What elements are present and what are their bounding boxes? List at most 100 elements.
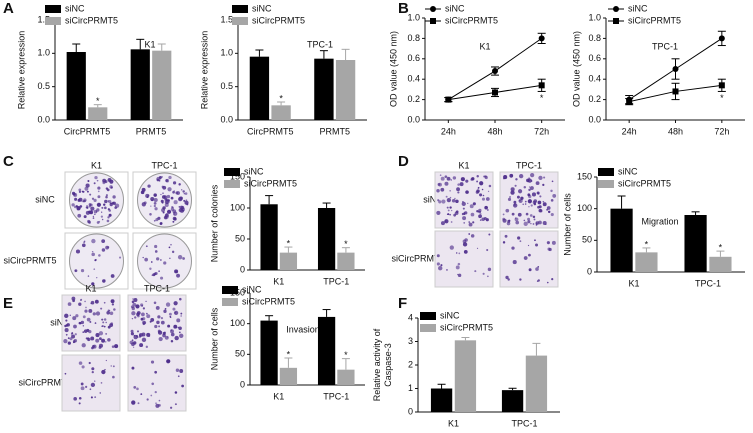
annotation: K1	[144, 39, 155, 49]
cell	[166, 194, 171, 199]
legend-label: siNC	[244, 166, 264, 176]
panel-letter: D	[398, 153, 409, 170]
cell	[84, 300, 86, 303]
cell	[146, 312, 148, 315]
cell	[67, 302, 72, 306]
cell	[96, 202, 102, 207]
point	[492, 68, 498, 75]
legend-label: siNC	[242, 284, 262, 294]
cell	[108, 209, 111, 212]
cell	[114, 344, 119, 349]
cell	[515, 178, 518, 181]
cell	[446, 176, 451, 181]
cell	[88, 361, 91, 365]
cell	[522, 203, 525, 206]
cell	[172, 307, 176, 311]
cell	[444, 219, 449, 224]
y-tick-label: 0	[240, 264, 245, 274]
bar	[525, 355, 548, 412]
legend-swatch	[598, 168, 614, 176]
cell	[517, 236, 521, 240]
cell	[112, 195, 116, 199]
y-tick-label: 0.0	[407, 114, 420, 124]
legend-label: siCircPRMT5	[242, 296, 295, 306]
cell	[139, 343, 144, 348]
cell	[518, 189, 523, 194]
cell	[101, 211, 103, 213]
cell	[90, 336, 95, 341]
cell	[131, 366, 135, 370]
cell	[476, 189, 480, 193]
cell	[537, 279, 540, 282]
cell	[161, 185, 164, 188]
cell	[77, 198, 81, 202]
cell	[180, 312, 183, 315]
legend-marker	[613, 18, 619, 24]
cell	[104, 279, 106, 281]
cell	[178, 183, 181, 186]
cell	[179, 369, 184, 373]
cell	[172, 181, 177, 185]
cell	[512, 260, 517, 265]
cell	[469, 204, 474, 209]
cell	[548, 247, 552, 252]
cell	[147, 184, 151, 188]
cell	[83, 241, 86, 244]
cell	[78, 321, 82, 325]
cell	[551, 180, 554, 183]
y-tick-label: 1	[408, 383, 413, 393]
cell	[158, 404, 161, 407]
cell	[65, 319, 68, 322]
cell	[154, 207, 158, 211]
cell	[169, 315, 172, 318]
cell	[91, 282, 95, 286]
cell	[169, 257, 171, 259]
cell	[550, 212, 554, 217]
bar	[260, 204, 278, 270]
cell	[462, 216, 467, 221]
cell	[141, 312, 145, 317]
cell	[85, 306, 87, 309]
cell	[481, 217, 485, 221]
cell	[162, 206, 166, 210]
cell	[90, 206, 95, 211]
cell	[83, 329, 88, 333]
cell	[535, 181, 540, 186]
cell	[98, 220, 101, 223]
cell	[503, 177, 505, 180]
cell	[153, 301, 157, 305]
micrograph	[499, 230, 559, 288]
cell	[484, 175, 488, 180]
cell	[132, 346, 135, 348]
cell	[180, 205, 185, 210]
cell	[465, 190, 469, 194]
error-bar	[322, 202, 331, 208]
cell	[151, 382, 155, 386]
x-tick-label: K1	[273, 391, 284, 401]
cell	[162, 211, 165, 214]
cell	[519, 200, 521, 202]
cell	[94, 380, 96, 382]
point	[672, 88, 679, 95]
cell	[110, 299, 115, 304]
cell	[487, 190, 490, 193]
cell	[135, 304, 140, 309]
cell	[78, 402, 81, 405]
y-tick-label: 0.6	[407, 53, 420, 63]
cell	[505, 208, 510, 213]
cell	[82, 325, 85, 327]
legend-label: siNC	[618, 166, 638, 176]
image-column-label: K1	[91, 160, 102, 170]
cell	[482, 272, 485, 275]
cell	[136, 387, 139, 391]
point	[672, 66, 679, 72]
cell	[92, 312, 96, 316]
cell	[532, 200, 537, 205]
cell	[449, 196, 452, 199]
cell	[471, 177, 475, 181]
cell	[528, 186, 531, 188]
micrograph-bg	[127, 354, 187, 412]
cell	[72, 316, 77, 321]
cell	[484, 205, 488, 210]
cell	[527, 244, 530, 247]
